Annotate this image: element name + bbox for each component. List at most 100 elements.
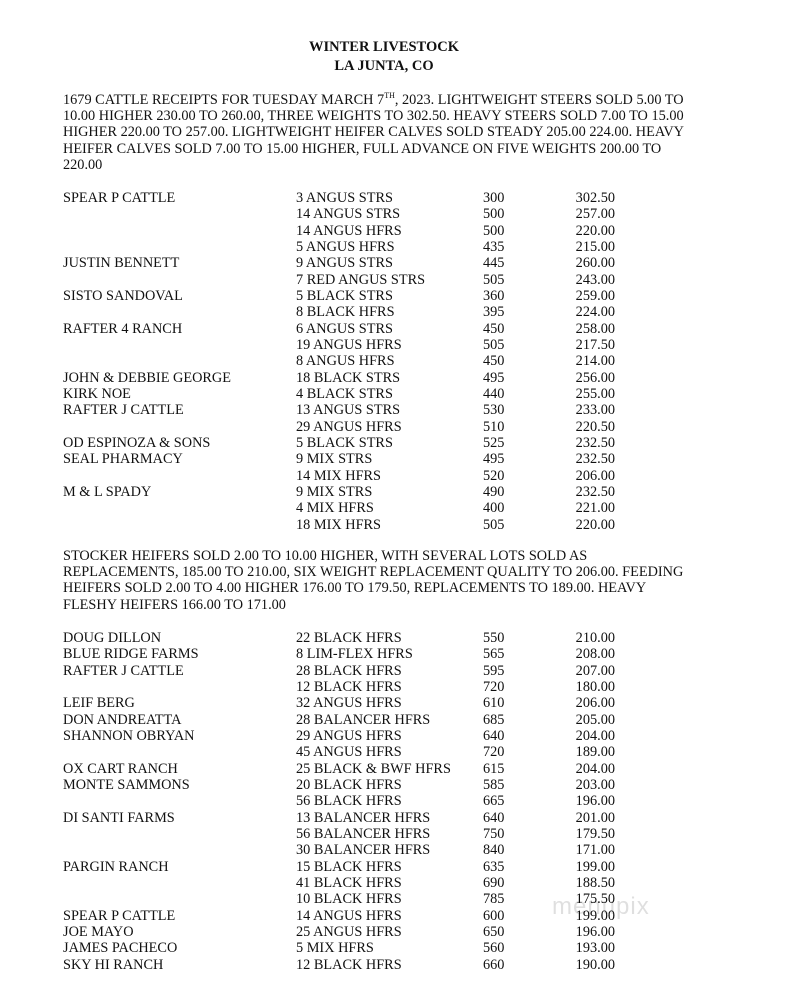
weight: 550 [483, 630, 505, 646]
table-row: JUSTIN BENNETT 9 ANGUS STRS 445 260.00 [0, 255, 792, 271]
lot-description: 5 BLACK STRS [296, 287, 393, 304]
lot-description: 25 BLACK & BWF HFRS [296, 760, 451, 777]
table-row: RAFTER J CATTLE 13 ANGUS STRS 530 233.00 [0, 402, 792, 418]
seller-name: DOUG DILLON [63, 630, 162, 646]
price: 171.00 [575, 842, 615, 859]
weight: 505 [483, 516, 505, 533]
lot-description: 12 BLACK HFRS [296, 678, 402, 695]
weight: 610 [483, 695, 505, 712]
price: 207.00 [575, 662, 615, 679]
price: 233.00 [575, 402, 615, 419]
seller-name: JAMES PACHECO [63, 940, 178, 957]
weight: 720 [483, 744, 505, 761]
weight: 640 [483, 727, 505, 744]
table-row: 18 MIX HFRS 505 220.00 [0, 517, 792, 533]
seller-name: RAFTER 4 RANCH [63, 320, 183, 337]
lot-description: 3 ANGUS STRS [296, 190, 393, 206]
weight: 565 [483, 646, 505, 663]
seller-name: SISTO SANDOVAL [63, 287, 183, 304]
price: 258.00 [575, 320, 615, 337]
weight: 840 [483, 842, 505, 859]
weight: 440 [483, 385, 505, 402]
weight: 505 [483, 271, 505, 288]
lot-description: 18 BLACK STRS [296, 369, 401, 386]
price: 199.00 [575, 907, 615, 924]
price: 204.00 [575, 727, 615, 744]
seller-name: JOHN & DEBBIE GEORGE [63, 369, 231, 386]
seller-name: OX CART RANCH [63, 760, 178, 777]
weight: 500 [483, 206, 505, 223]
price: 232.50 [575, 451, 615, 468]
table-row: DOUG DILLON 22 BLACK HFRS 550 210.00 [0, 630, 792, 646]
lot-description: 4 BLACK STRS [296, 385, 393, 402]
watermark: menupix [552, 893, 650, 920]
weight: 665 [483, 793, 505, 810]
weight: 660 [483, 956, 505, 973]
price: 204.00 [575, 760, 615, 777]
weight: 560 [483, 940, 505, 957]
lot-description: 12 BLACK HFRS [296, 956, 402, 973]
table-row: 14 ANGUS STRS 500 257.00 [0, 206, 792, 222]
price: 175.50 [575, 891, 615, 908]
price: 221.00 [575, 500, 615, 517]
table-row: 10 BLACK HFRS 785 175.50 [0, 891, 792, 907]
weight: 585 [483, 776, 505, 793]
seller-name: M & L SPADY [63, 483, 152, 500]
weight: 445 [483, 255, 505, 272]
report-text: , 2023. LIGHTWEIGHT STEERS SOLD 5.00 TO [394, 92, 684, 108]
table-row: JOHN & DEBBIE GEORGE 18 BLACK STRS 495 256.… [0, 370, 792, 386]
market-report-2: STOCKER HEIFERS SOLD 2.00 TO 10.00 HIGHE… [63, 548, 763, 613]
lot-description: 5 ANGUS HFRS [296, 238, 395, 255]
table-row: JAMES PACHECO 5 MIX HFRS 560 193.00 [0, 940, 792, 956]
lot-description: 8 ANGUS HFRS [296, 353, 395, 370]
lot-description: 56 BLACK HFRS [296, 793, 402, 810]
price: 188.50 [575, 874, 615, 891]
price: 214.00 [575, 353, 615, 370]
price: 210.00 [575, 630, 615, 646]
table-row: 12 BLACK HFRS 720 180.00 [0, 679, 792, 695]
weight: 495 [483, 451, 505, 468]
price: 255.00 [575, 385, 615, 402]
price: 180.00 [575, 678, 615, 695]
price: 193.00 [575, 940, 615, 957]
lot-description: 8 LIM-FLEX HFRS [296, 646, 413, 663]
table-row: M & L SPADY 9 MIX STRS 490 232.50 [0, 484, 792, 500]
document-location: LA JUNTA, CO [334, 58, 434, 74]
price: 208.00 [575, 646, 615, 663]
weight: 400 [483, 500, 505, 517]
table-row: MONTE SAMMONS 20 BLACK HFRS 585 203.00 [0, 777, 792, 793]
lot-description: 9 ANGUS STRS [296, 255, 393, 272]
table-row: PARGIN RANCH 15 BLACK HFRS 635 199.00 [0, 859, 792, 875]
seller-name: OD ESPINOZA & SONS [63, 434, 211, 451]
seller-name: LEIF BERG [63, 695, 135, 712]
lot-description: 45 ANGUS HFRS [296, 744, 402, 761]
lot-description: 19 ANGUS HFRS [296, 336, 402, 353]
lot-description: 20 BLACK HFRS [296, 776, 402, 793]
weight: 395 [483, 304, 505, 321]
table-row: 5 ANGUS HFRS 435 215.00 [0, 239, 792, 255]
lot-description: 14 ANGUS HFRS [296, 907, 402, 924]
price: 220.00 [575, 222, 615, 239]
table-row: DI SANTI FARMS 13 BALANCER HFRS 640 201.00 [0, 810, 792, 826]
weight: 495 [483, 369, 505, 386]
lot-description: 13 BALANCER HFRS [296, 809, 431, 826]
weight: 500 [483, 222, 505, 239]
report-line: 220.00 [63, 156, 103, 173]
lot-description: 5 BLACK STRS [296, 434, 393, 451]
seller-name: SPEAR P CATTLE [63, 907, 176, 924]
weight: 520 [483, 467, 505, 484]
report-text: 1679 CATTLE RECEIPTS FOR TUESDAY MARCH 7 [63, 92, 385, 108]
weight: 720 [483, 678, 505, 695]
weight: 690 [483, 874, 505, 891]
price: 201.00 [575, 809, 615, 826]
weight: 505 [483, 336, 505, 353]
weight: 450 [483, 320, 505, 337]
lot-description: 41 BLACK HFRS [296, 874, 402, 891]
market-report-1: 1679 CATTLE RECEIPTS FOR TUESDAY MARCH 7… [63, 92, 763, 173]
weight: 640 [483, 809, 505, 826]
seller-name: KIRK NOE [63, 385, 131, 402]
seller-name: BLUE RIDGE FARMS [63, 646, 199, 663]
seller-name: SEAL PHARMACY [63, 451, 183, 468]
weight: 435 [483, 238, 505, 255]
lot-description: 10 BLACK HFRS [296, 891, 402, 908]
